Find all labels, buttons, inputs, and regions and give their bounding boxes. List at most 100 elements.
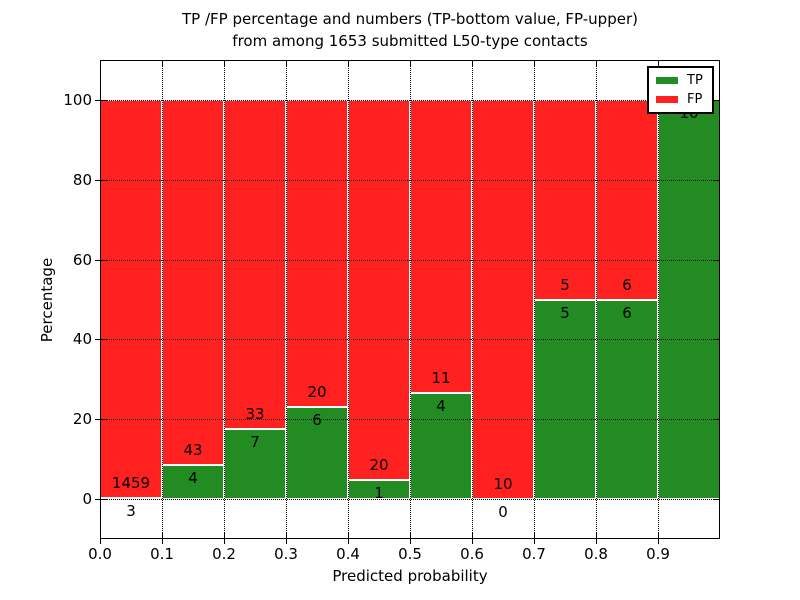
y-tick-label: 40 (72, 330, 92, 349)
legend-row-tp: TP (656, 74, 712, 87)
x-tick-mark-top (348, 61, 349, 67)
x-tick-mark-top (596, 61, 597, 67)
fp-count-label: 33 (245, 405, 265, 424)
x-tick-label: 0.7 (522, 545, 546, 563)
y-tick-mark-in (101, 259, 107, 261)
x-axis-label: Predicted probability (332, 567, 488, 585)
y-tick-mark (95, 419, 100, 421)
y-tick-mark (95, 259, 100, 261)
tp-count-label: 4 (436, 396, 446, 415)
x-tick-mark (596, 539, 597, 544)
fp-count-label: 20 (369, 456, 389, 474)
x-tick-mark (100, 539, 101, 544)
vertical-gridline (348, 60, 349, 539)
fp-count-label: 43 (183, 441, 203, 460)
x-tick-label: 0.0 (88, 545, 112, 563)
x-tick-label: 0.2 (212, 545, 236, 563)
x-tick-mark-top (286, 61, 287, 67)
fp-bar-segment (286, 100, 348, 407)
tp-bar-segment (658, 100, 720, 499)
vertical-gridline (658, 60, 659, 539)
x-tick-mark-top (224, 61, 225, 67)
x-tick-mark-top (472, 61, 473, 67)
tp-count-label: 3 (126, 502, 136, 521)
x-tick-label: 0.9 (646, 545, 670, 563)
vertical-gridline (410, 60, 411, 539)
fp-count-label: 1459 (111, 474, 151, 493)
x-tick-mark (224, 539, 225, 544)
y-tick-label: 60 (72, 250, 92, 269)
x-tick-mark-in (100, 532, 101, 538)
x-tick-mark-top (410, 61, 411, 67)
fp-bar-segment (410, 100, 472, 393)
fp-count-label: 10 (493, 475, 513, 493)
tp-count-label: 6 (312, 410, 322, 429)
tp-bar-segment (596, 299, 658, 499)
x-tick-label: 0.5 (398, 545, 422, 563)
horizontal-gridline (100, 339, 720, 341)
chart-title-line1: TP /FP percentage and numbers (TP-bottom… (182, 10, 638, 28)
x-tick-mark-top (534, 61, 535, 67)
x-tick-mark (348, 539, 349, 544)
x-tick-mark-in (534, 532, 535, 538)
x-tick-mark (162, 539, 163, 544)
legend-label-tp: TP (687, 73, 703, 88)
tp-count-label: 7 (250, 433, 260, 452)
y-tick-mark-in (101, 499, 107, 500)
horizontal-gridline (100, 179, 720, 181)
x-tick-mark-top (162, 61, 163, 67)
fp-bar-segment (162, 100, 224, 466)
x-tick-mark (658, 539, 659, 544)
x-tick-label: 0.6 (460, 545, 484, 563)
x-tick-mark (534, 539, 535, 544)
tp-count-label: 6 (622, 303, 632, 322)
legend-label-fp: FP (687, 92, 703, 107)
x-tick-mark-in (658, 532, 659, 538)
chart-title-line2: from among 1653 submitted L50-type conta… (232, 32, 588, 50)
fp-count-label: 6 (622, 275, 632, 294)
y-tick-label: 100 (63, 91, 92, 109)
x-tick-label: 0.8 (584, 545, 608, 563)
vertical-gridline (224, 60, 225, 539)
y-axis-label: Percentage (38, 257, 56, 343)
y-tick-label: 20 (72, 410, 92, 429)
y-tick-mark-in (101, 100, 107, 101)
y-tick-mark-right (713, 339, 719, 341)
tp-bar-segment (162, 465, 224, 499)
horizontal-gridline (100, 499, 720, 500)
legend-row-fp: FP (656, 93, 712, 106)
tp-legend-swatch-icon (656, 77, 678, 84)
y-tick-mark-right (713, 499, 719, 500)
vertical-gridline (286, 60, 287, 539)
x-tick-mark-in (472, 532, 473, 538)
x-tick-label: 0.4 (336, 545, 360, 563)
x-tick-mark-top (658, 61, 659, 67)
y-tick-mark-in (101, 339, 107, 341)
fp-bar-segment (596, 100, 658, 300)
fp-bar-segment (224, 100, 286, 430)
y-tick-mark-right (713, 100, 719, 101)
vertical-gridline (534, 60, 535, 539)
y-tick-mark (95, 499, 100, 500)
y-tick-mark-in (101, 419, 107, 421)
horizontal-gridline (100, 100, 720, 101)
chart-title: TP /FP percentage and numbers (TP-bottom… (10, 8, 800, 52)
x-tick-mark-in (410, 532, 411, 538)
x-tick-mark (286, 539, 287, 544)
x-tick-mark-in (348, 532, 349, 538)
horizontal-gridline (100, 419, 720, 421)
x-tick-mark (472, 539, 473, 544)
tp-bar-segment (534, 299, 596, 499)
y-tick-mark-in (101, 179, 107, 181)
fp-bar-segment (534, 100, 596, 300)
tp-count-label: 1 (374, 484, 384, 502)
fp-count-label: 5 (560, 275, 570, 294)
x-tick-mark (410, 539, 411, 544)
y-tick-mark (95, 100, 100, 101)
x-tick-mark-top (100, 61, 101, 67)
fp-count-label: 11 (431, 368, 451, 387)
vertical-gridline (472, 60, 473, 539)
x-tick-label: 0.3 (274, 545, 298, 563)
y-tick-label: 80 (72, 170, 92, 189)
y-tick-mark-right (713, 419, 719, 421)
